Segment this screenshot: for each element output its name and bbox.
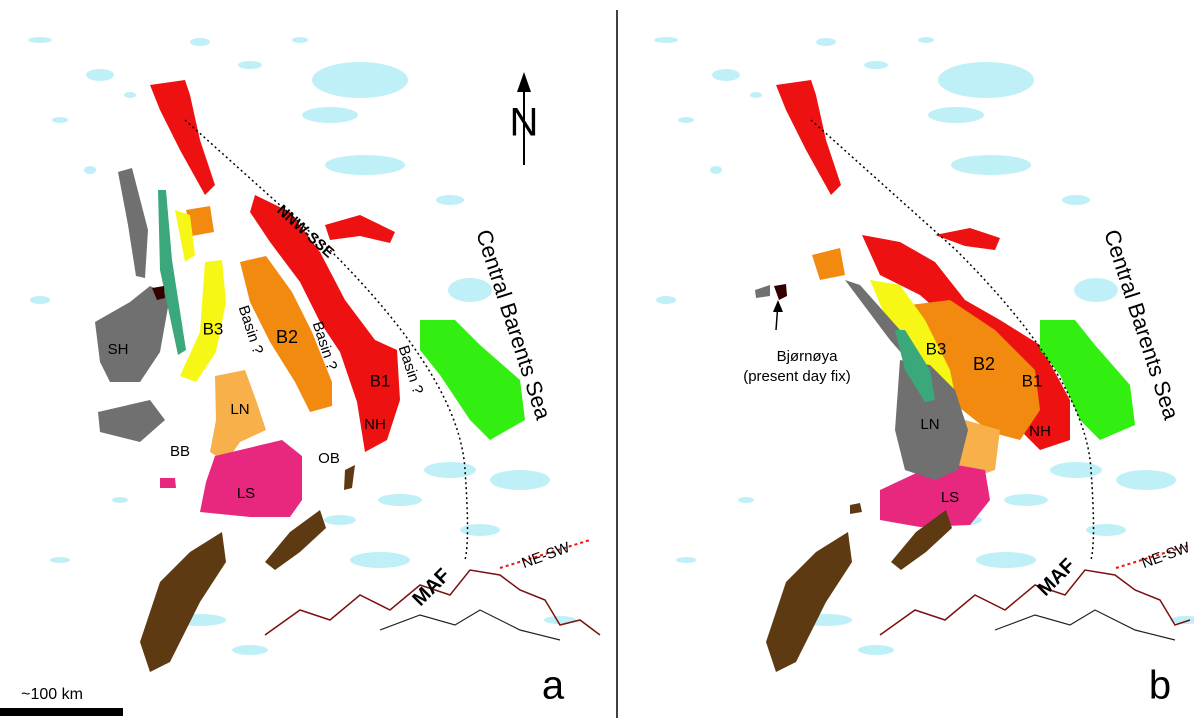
sea-patch [712, 69, 740, 81]
sea-patch [52, 117, 68, 123]
sea-patch [656, 296, 676, 304]
sea-patch [84, 166, 96, 174]
structure-pink [160, 478, 176, 488]
sea-patch [460, 524, 500, 536]
sea-patch [816, 38, 836, 46]
map-label: OB [318, 450, 340, 467]
sea-patch [1004, 494, 1048, 506]
sea-patch [738, 497, 754, 503]
sea-patch [190, 38, 210, 46]
sea-patch [864, 61, 888, 69]
sea-patch [676, 557, 696, 563]
map-label: B2 [973, 354, 995, 374]
sea-patch [448, 278, 492, 302]
map-label: B3 [203, 319, 224, 338]
sea-patch [928, 107, 984, 123]
north-label: N [510, 101, 539, 145]
sea-patch [302, 107, 358, 123]
sea-patch [1074, 278, 1118, 302]
sea-patch [28, 37, 52, 43]
map-label: B3 [926, 339, 947, 358]
sea-patch [324, 515, 356, 525]
panel-letter: b [1149, 664, 1171, 708]
sea-patch [750, 92, 762, 98]
sea-patch [1086, 524, 1126, 536]
sea-patch [436, 195, 464, 205]
sea-patch [654, 37, 678, 43]
sea-patch [232, 645, 268, 655]
sea-patch [938, 62, 1034, 98]
sea-patch [490, 470, 550, 490]
figure: N ~100 km NNW-SSECentral Barents SeaB3Ba… [0, 0, 1194, 718]
sea-patch [124, 92, 136, 98]
sea-patch [292, 37, 308, 43]
sea-patch [378, 494, 422, 506]
sea-patch [50, 557, 70, 563]
map-label: NH [364, 416, 386, 433]
sea-patch [710, 166, 722, 174]
map-label: LN [230, 401, 249, 418]
map-label: LS [237, 485, 255, 502]
scale-label: ~100 km [21, 686, 83, 703]
sea-patch [951, 155, 1031, 175]
sea-patch [350, 552, 410, 568]
map-label: B2 [276, 327, 298, 347]
sea-patch [238, 61, 262, 69]
sea-patch [312, 62, 408, 98]
sea-patch [1116, 470, 1176, 490]
sea-patch [858, 645, 894, 655]
map-label: SH [108, 341, 129, 358]
map-label: B1 [1022, 371, 1043, 390]
panel-letter: a [542, 664, 565, 708]
sea-patch [678, 117, 694, 123]
map-label: BB [170, 443, 190, 460]
sea-patch [424, 462, 476, 478]
map-label: B1 [370, 371, 391, 390]
sea-patch [30, 296, 50, 304]
map-label: Bjørnøya [777, 348, 839, 365]
sea-patch [976, 552, 1036, 568]
sea-patch [1062, 195, 1090, 205]
scale-bar [0, 708, 123, 716]
sea-patch [112, 497, 128, 503]
map-label: LS [941, 489, 959, 506]
sea-patch [325, 155, 405, 175]
sea-patch [1050, 462, 1102, 478]
map-label: NH [1029, 423, 1051, 440]
sea-patch [918, 37, 934, 43]
map-label: (present day fix) [743, 368, 851, 385]
map-label: LN [920, 416, 939, 433]
sea-patch [86, 69, 114, 81]
